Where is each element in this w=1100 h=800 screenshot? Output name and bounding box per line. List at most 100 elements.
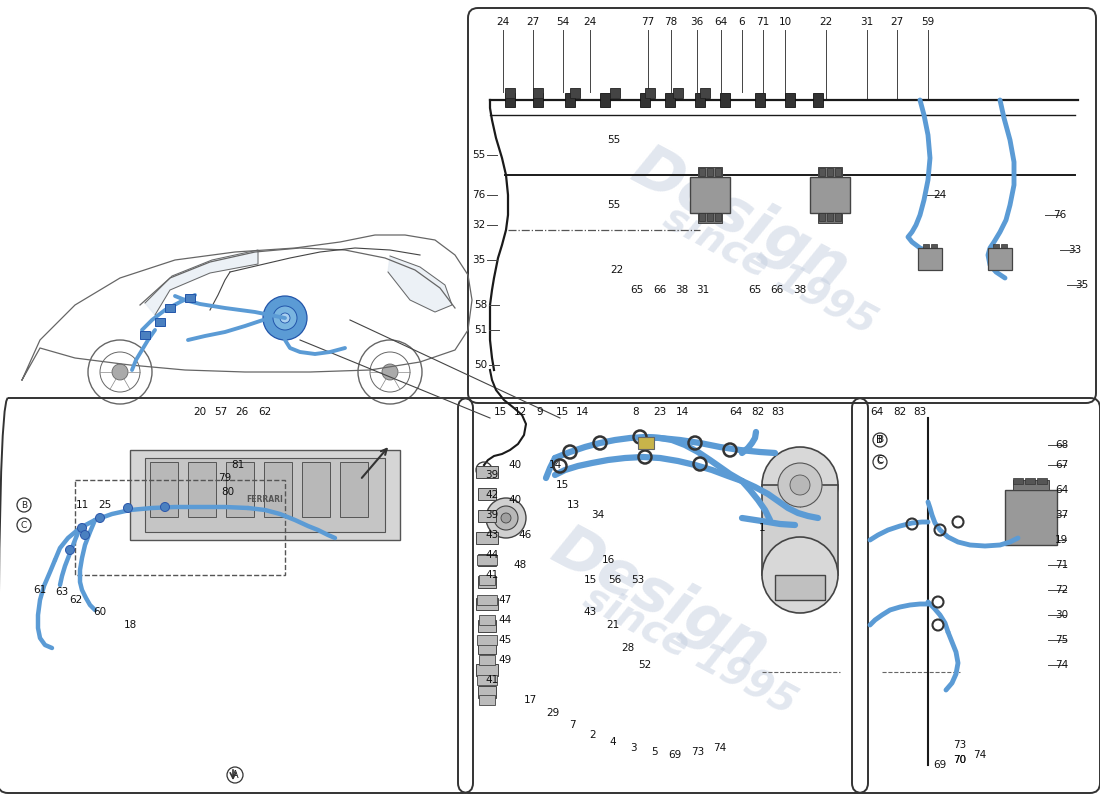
Bar [918, 248, 942, 270]
Text: B: B [21, 501, 28, 510]
Text: Design: Design [621, 138, 858, 302]
Text: 53: 53 [631, 575, 645, 585]
Text: 69: 69 [669, 750, 682, 760]
Text: 62: 62 [69, 595, 82, 605]
Text: 24: 24 [934, 190, 947, 200]
Text: 56: 56 [608, 575, 622, 585]
Bar [478, 554, 496, 566]
Text: 55: 55 [607, 200, 620, 210]
Bar [762, 485, 838, 575]
Text: 4: 4 [609, 737, 616, 747]
Text: 72: 72 [1055, 585, 1068, 595]
Text: 19: 19 [1055, 535, 1068, 545]
Text: 7: 7 [569, 720, 575, 730]
Circle shape [280, 313, 290, 323]
Bar [1013, 480, 1049, 490]
Text: 2: 2 [590, 730, 596, 740]
Bar [600, 93, 610, 107]
Bar [478, 620, 496, 632]
Bar [785, 93, 795, 107]
Bar [505, 88, 515, 98]
Text: 21: 21 [606, 620, 619, 630]
Bar [810, 177, 850, 213]
Text: 64: 64 [870, 407, 883, 417]
Bar [478, 615, 495, 625]
Text: 71: 71 [1055, 560, 1068, 570]
Text: 75: 75 [1055, 635, 1068, 645]
Text: 61: 61 [33, 585, 46, 595]
Text: 15: 15 [556, 407, 569, 417]
Text: 82: 82 [751, 407, 764, 417]
Text: 83: 83 [771, 407, 784, 417]
Bar [673, 88, 683, 98]
Text: 14: 14 [549, 460, 562, 470]
Text: 38: 38 [793, 285, 806, 295]
Text: 78: 78 [664, 17, 678, 27]
Bar [478, 575, 495, 585]
Bar [478, 642, 496, 654]
Circle shape [263, 296, 307, 340]
Text: 73: 73 [954, 740, 967, 750]
Text: 41: 41 [485, 570, 498, 580]
Text: 64: 64 [729, 407, 743, 417]
Bar [835, 168, 842, 176]
Bar [755, 93, 764, 107]
Bar [776, 575, 825, 600]
Text: 64: 64 [1055, 485, 1068, 495]
Text: 13: 13 [566, 500, 580, 510]
Bar [827, 213, 833, 221]
Text: 70: 70 [954, 755, 967, 765]
Text: 3: 3 [629, 743, 636, 753]
Text: 18: 18 [123, 620, 136, 630]
Text: 76: 76 [1054, 210, 1067, 220]
Text: 33: 33 [1068, 245, 1081, 255]
Text: 58: 58 [474, 300, 487, 310]
Bar [565, 93, 575, 107]
Bar [145, 458, 385, 532]
Text: 49: 49 [498, 655, 512, 665]
Circle shape [762, 537, 838, 613]
Text: 10: 10 [779, 17, 792, 27]
Polygon shape [145, 250, 258, 315]
Text: 48: 48 [514, 560, 527, 570]
Text: 77: 77 [641, 17, 654, 27]
Bar [476, 664, 498, 676]
Text: 52: 52 [638, 660, 651, 670]
Polygon shape [388, 256, 452, 312]
Text: A: A [481, 465, 487, 475]
Bar [715, 213, 720, 221]
Bar [698, 213, 705, 221]
Text: 80: 80 [221, 487, 234, 497]
Circle shape [66, 546, 75, 554]
Text: 74: 74 [1055, 660, 1068, 670]
Text: 14: 14 [575, 407, 589, 417]
Text: 6: 6 [739, 17, 746, 27]
Text: 76: 76 [472, 190, 485, 200]
Text: 55: 55 [472, 150, 485, 160]
Circle shape [778, 463, 822, 507]
Circle shape [112, 364, 128, 380]
Bar [534, 93, 543, 107]
Text: 74: 74 [714, 743, 727, 753]
Text: 22: 22 [610, 265, 624, 275]
Text: 16: 16 [602, 555, 615, 565]
Text: 43: 43 [485, 530, 498, 540]
Bar [835, 213, 842, 221]
Bar [813, 93, 823, 107]
Text: 31: 31 [696, 285, 710, 295]
Circle shape [123, 503, 132, 513]
Text: 32: 32 [472, 220, 485, 230]
Text: C: C [21, 521, 28, 530]
Text: 29: 29 [547, 708, 560, 718]
Text: 24: 24 [496, 17, 509, 27]
Text: 65: 65 [630, 285, 644, 295]
Text: 65: 65 [748, 285, 761, 295]
Bar [1001, 244, 1006, 248]
Text: 42: 42 [485, 490, 498, 500]
Text: 30: 30 [1055, 610, 1068, 620]
Text: 25: 25 [98, 500, 111, 510]
Bar [645, 88, 654, 98]
Text: 15: 15 [556, 480, 569, 490]
Bar [140, 331, 150, 339]
Text: 27: 27 [527, 17, 540, 27]
